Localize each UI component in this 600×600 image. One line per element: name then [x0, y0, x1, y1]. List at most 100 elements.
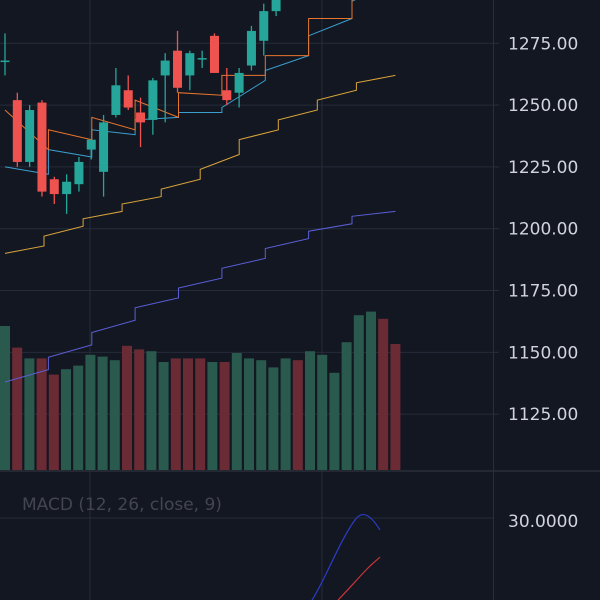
- candle-body: [246, 30, 256, 66]
- candle: [246, 25, 256, 71]
- ma-short-line: [4, 0, 353, 151]
- volume-bar: [195, 358, 206, 470]
- candle-body: [0, 60, 10, 63]
- candle-body: [123, 90, 133, 108]
- volume-bar: [353, 315, 364, 470]
- candle: [123, 75, 133, 111]
- volume-bar: [219, 362, 230, 470]
- price-tick-label: 1200.00: [508, 220, 578, 240]
- ma-xlong-line: [4, 210, 396, 383]
- volume-bar: [305, 351, 315, 470]
- volume-bar: [268, 367, 279, 470]
- candle-body: [62, 181, 72, 195]
- candle: [74, 156, 84, 192]
- candle-body: [173, 50, 183, 88]
- candle-body: [136, 112, 146, 123]
- volume-bar: [292, 360, 303, 470]
- candle: [271, 0, 281, 17]
- candle: [234, 67, 244, 108]
- volume-bar: [97, 356, 108, 470]
- candle: [62, 174, 72, 214]
- volume-bar: [207, 362, 218, 470]
- candle: [209, 33, 219, 73]
- volume-bar: [366, 311, 376, 470]
- volume-bar: [183, 358, 193, 470]
- macd-signal-line: [337, 556, 381, 600]
- candle-body: [74, 161, 84, 185]
- volume-bar: [244, 358, 254, 470]
- candle: [37, 100, 47, 197]
- moving-average-lines: [4, 0, 396, 383]
- price-tick-label: 1175.00: [508, 282, 578, 302]
- candle-body: [49, 179, 59, 195]
- volume-bar: [24, 358, 35, 470]
- candle: [148, 77, 158, 135]
- candle-body: [234, 72, 244, 93]
- volume-bar: [158, 362, 169, 470]
- volume-bar: [378, 318, 389, 470]
- candle-body: [197, 58, 207, 60]
- price-tick-label: 1275.00: [508, 34, 578, 54]
- candle: [25, 105, 35, 167]
- candle-body: [25, 110, 35, 162]
- volume-bar: [73, 365, 84, 470]
- macd-pane: MACD (12, 26, close, 9) 30.0000: [22, 495, 578, 600]
- volume-bar: [48, 374, 59, 470]
- candle-body: [259, 11, 269, 41]
- candle-body: [148, 80, 158, 120]
- volume-bar: [231, 353, 242, 470]
- volume-bar: [0, 326, 10, 470]
- candle: [259, 3, 269, 56]
- candle-body: [222, 90, 232, 101]
- candle: [185, 50, 195, 91]
- candle-body: [86, 139, 96, 150]
- candle: [0, 33, 10, 76]
- candle-body: [209, 35, 219, 73]
- volume-bar: [390, 344, 401, 470]
- volume-bar: [341, 342, 352, 470]
- candle: [197, 50, 207, 68]
- volume-bar: [85, 354, 96, 470]
- candle-body: [160, 60, 170, 76]
- volume-bar: [36, 358, 47, 470]
- volume-bar: [329, 372, 340, 470]
- volume-bars: [0, 311, 401, 470]
- price-tick-label: 1125.00: [508, 405, 578, 425]
- macd-axis-tick: 30.0000: [508, 512, 578, 532]
- candle: [86, 139, 96, 160]
- price-tick-label: 1250.00: [508, 96, 578, 116]
- candle: [136, 97, 146, 148]
- macd-line: [311, 513, 381, 600]
- volume-bar: [280, 358, 291, 470]
- candle-body: [185, 53, 195, 76]
- candle-body: [99, 122, 109, 172]
- volume-bar: [122, 345, 132, 470]
- volume-bar: [109, 360, 120, 470]
- candle: [99, 114, 109, 197]
- candles: [0, 0, 281, 214]
- candle: [160, 53, 170, 123]
- volume-bar: [317, 354, 328, 470]
- candle: [111, 67, 121, 118]
- ma-long-line: [4, 74, 396, 254]
- candle: [49, 176, 59, 204]
- volume-bar: [256, 360, 267, 470]
- macd-indicator-label[interactable]: MACD (12, 26, close, 9): [22, 495, 222, 515]
- candle-body: [12, 100, 22, 162]
- volume-bar: [61, 369, 71, 470]
- volume-bar: [170, 358, 181, 470]
- volume-bar: [146, 351, 157, 470]
- candle: [173, 30, 183, 93]
- candle-body: [111, 85, 121, 115]
- volume-bar: [134, 349, 145, 470]
- candle-body: [37, 102, 47, 192]
- candle: [222, 67, 232, 106]
- volume-bar: [12, 347, 23, 470]
- candle-body: [271, 0, 281, 12]
- ma-mid-line: [4, 0, 356, 175]
- price-tick-label: 1150.00: [508, 343, 578, 363]
- price-axis[interactable]: 1275.00 1250.00 1225.00 1200.00 1175.00 1150.…: [493, 34, 578, 425]
